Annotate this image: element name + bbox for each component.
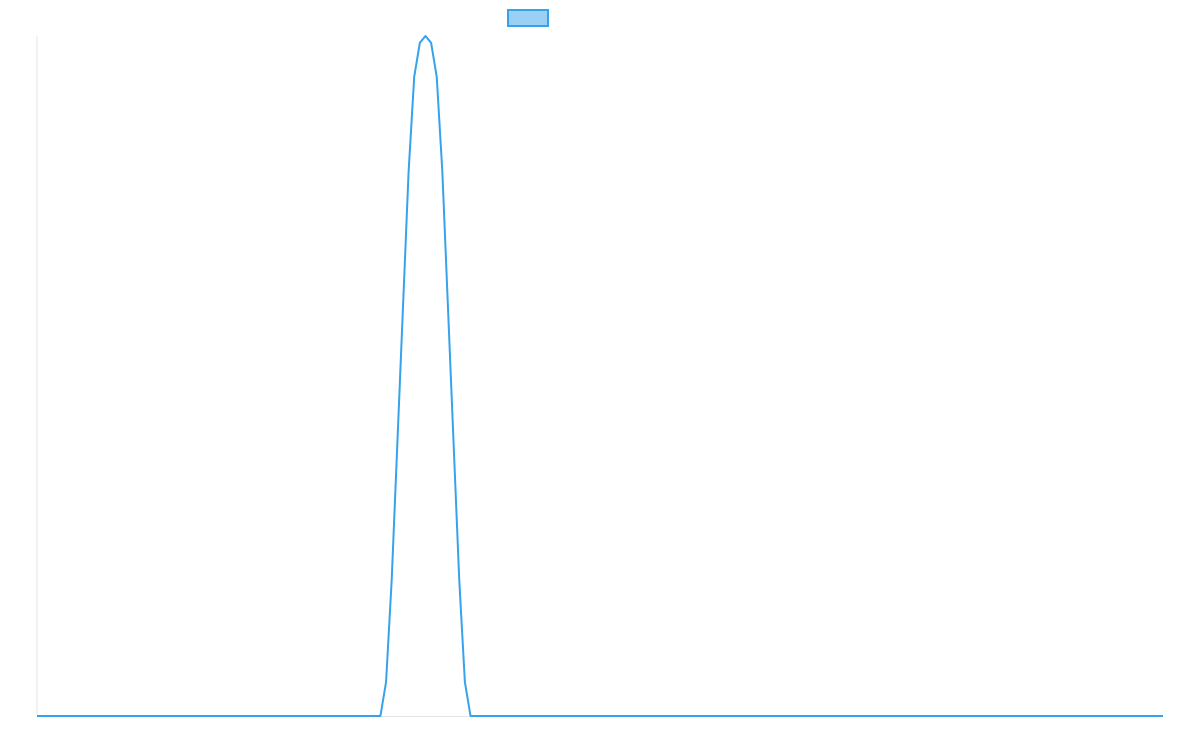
series-layer [37,35,1163,717]
legend-swatch[interactable] [507,9,549,27]
legend[interactable] [507,9,549,27]
series-line-0 [37,35,1163,717]
